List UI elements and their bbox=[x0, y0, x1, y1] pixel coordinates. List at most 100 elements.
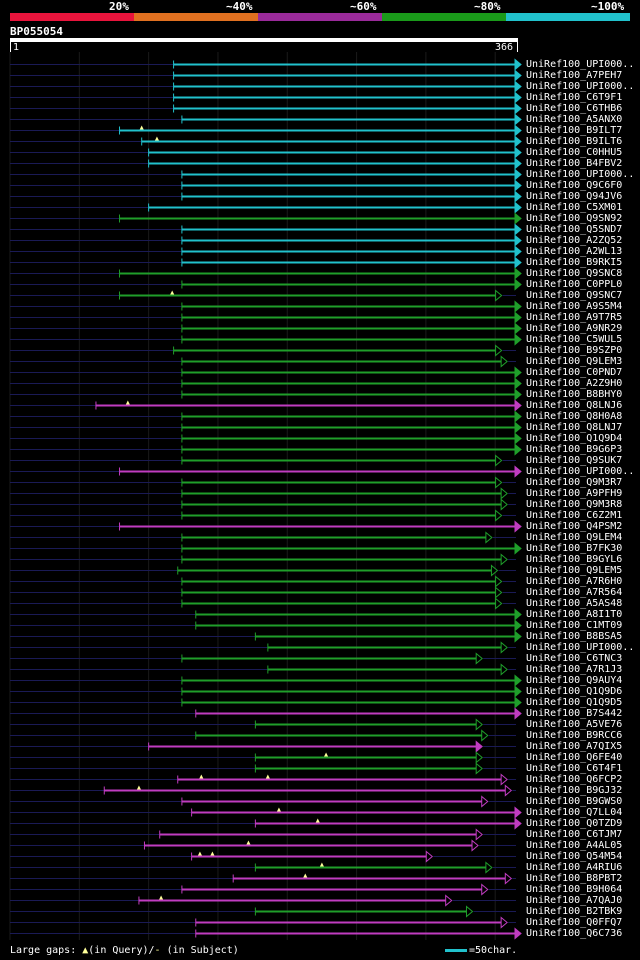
hit-label[interactable]: UniRef100_A2WL13 bbox=[526, 245, 623, 257]
hit-label[interactable]: UniRef100_B9G6P3 bbox=[526, 443, 623, 455]
hit-label[interactable]: UniRef100_A2ZQ52 bbox=[526, 234, 623, 246]
hit-label[interactable]: UniRef100_C5XM01 bbox=[526, 201, 623, 213]
hit-label[interactable]: UniRef100_UPI000.. bbox=[526, 58, 635, 70]
hit-label[interactable]: UniRef100_Q9M3R7 bbox=[526, 476, 623, 488]
hit-end-arrow bbox=[485, 861, 493, 874]
hit-label[interactable]: UniRef100_C0HHU5 bbox=[526, 146, 623, 158]
hit-label[interactable]: UniRef100_C6THB6 bbox=[526, 102, 623, 114]
gap-marker bbox=[276, 807, 281, 812]
hit-label[interactable]: UniRef100_UPI000.. bbox=[526, 465, 635, 477]
hit-label[interactable]: UniRef100_UPI000.. bbox=[526, 168, 635, 180]
hit-label[interactable]: UniRef100_B9SZP0 bbox=[526, 344, 623, 356]
hit-label[interactable]: UniRef100_Q9C6F0 bbox=[526, 179, 623, 191]
hit-label[interactable]: UniRef100_Q5SND7 bbox=[526, 223, 623, 235]
hit-label[interactable]: UniRef100_Q7LL04 bbox=[526, 806, 623, 818]
scale-segment bbox=[10, 13, 134, 21]
hit-label[interactable]: UniRef100_C5WUL5 bbox=[526, 333, 623, 345]
hit-end-arrow bbox=[514, 223, 522, 236]
hit-end-arrow bbox=[514, 685, 522, 698]
hit-end-arrow bbox=[475, 740, 483, 753]
hit-label[interactable]: UniRef100_B9ILT6 bbox=[526, 135, 623, 147]
hit-label[interactable]: UniRef100_B7FK30 bbox=[526, 542, 623, 554]
hit-label[interactable]: UniRef100_Q4PSM2 bbox=[526, 520, 623, 532]
hit-label[interactable]: UniRef100_C6Z2M1 bbox=[526, 509, 623, 521]
hit-label[interactable]: UniRef100_C0PPL0 bbox=[526, 278, 623, 290]
hit-label[interactable]: UniRef100_C6T9F1 bbox=[526, 91, 623, 103]
hit-label[interactable]: UniRef100_B9RKI5 bbox=[526, 256, 623, 268]
hit-label[interactable]: UniRef100_A7R6H0 bbox=[526, 575, 623, 587]
hit-label[interactable]: UniRef100_UPI000.. bbox=[526, 641, 635, 653]
hit-label[interactable]: UniRef100_B9ILT7 bbox=[526, 124, 623, 136]
hit-label[interactable]: UniRef100_Q0TZD9 bbox=[526, 817, 623, 829]
hit-end-arrow bbox=[495, 344, 503, 357]
hit-label[interactable]: UniRef100_B9GWS0 bbox=[526, 795, 623, 807]
hit-label[interactable]: UniRef100_Q0FFQ7 bbox=[526, 916, 623, 928]
hit-label[interactable]: UniRef100_Q6FE40 bbox=[526, 751, 623, 763]
hit-label[interactable]: UniRef100_C0PND7 bbox=[526, 366, 623, 378]
hit-label[interactable]: UniRef100_Q9SNC7 bbox=[526, 289, 623, 301]
hit-label[interactable]: UniRef100_Q6FCP2 bbox=[526, 773, 623, 785]
hit-label[interactable]: UniRef100_A9NR29 bbox=[526, 322, 623, 334]
hit-label[interactable]: UniRef100_A4RIU6 bbox=[526, 861, 623, 873]
hit-label[interactable]: UniRef100_Q1Q9D5 bbox=[526, 696, 623, 708]
hit-label[interactable]: UniRef100_A5VE76 bbox=[526, 718, 623, 730]
hit-label[interactable]: UniRef100_Q9LEM5 bbox=[526, 564, 623, 576]
hit-end-arrow bbox=[504, 872, 513, 885]
hit-label[interactable]: UniRef100_C6TJM7 bbox=[526, 828, 623, 840]
gap-marker bbox=[315, 818, 320, 823]
hit-label[interactable]: UniRef100_B8BHY0 bbox=[526, 388, 623, 400]
hit-label[interactable]: UniRef100_B8BSA5 bbox=[526, 630, 623, 642]
hit-label[interactable]: UniRef100_Q9AUY4 bbox=[526, 674, 623, 686]
hit-label[interactable]: UniRef100_C1MT09 bbox=[526, 619, 623, 631]
hit-label[interactable]: UniRef100_Q94JV6 bbox=[526, 190, 623, 202]
hit-label[interactable]: UniRef100_A2Z9H0 bbox=[526, 377, 623, 389]
hit-end-arrow bbox=[514, 212, 522, 225]
hit-end-arrow bbox=[514, 542, 522, 555]
hit-label[interactable]: UniRef100_B9GJ32 bbox=[526, 784, 623, 796]
hit-label[interactable]: UniRef100_B9RCC6 bbox=[526, 729, 623, 741]
scale-percent-label: ~100% bbox=[591, 0, 625, 13]
hit-label[interactable]: UniRef100_Q1Q9D4 bbox=[526, 432, 623, 444]
hit-label[interactable]: UniRef100_UPI000.. bbox=[526, 80, 635, 92]
hit-label[interactable]: UniRef100_B9H064 bbox=[526, 883, 623, 895]
gap-marker bbox=[210, 851, 215, 856]
hit-label[interactable]: UniRef100_A7R1J3 bbox=[526, 663, 623, 675]
hit-label[interactable]: UniRef100_A7QAJ0 bbox=[526, 894, 623, 906]
hit-label[interactable]: UniRef100_Q9SUK7 bbox=[526, 454, 623, 466]
hit-label[interactable]: UniRef100_C6TNC3 bbox=[526, 652, 623, 664]
hit-label[interactable]: UniRef100_Q8H0A8 bbox=[526, 410, 623, 422]
hit-label[interactable]: UniRef100_A7PEH7 bbox=[526, 69, 623, 81]
hit-label[interactable]: UniRef100_A4AL05 bbox=[526, 839, 623, 851]
hit-label[interactable]: UniRef100_B4FBV2 bbox=[526, 157, 623, 169]
hit-label[interactable]: UniRef100_B7S442 bbox=[526, 707, 623, 719]
hit-label[interactable]: UniRef100_Q9M3R8 bbox=[526, 498, 623, 510]
hit-label[interactable]: UniRef100_Q8LNJ7 bbox=[526, 421, 623, 433]
hit-label[interactable]: UniRef100_A5ANX0 bbox=[526, 113, 623, 125]
hit-label[interactable]: UniRef100_C6T4F1 bbox=[526, 762, 623, 774]
hit-label[interactable]: UniRef100_Q54M54 bbox=[526, 850, 623, 862]
hit-label[interactable]: UniRef100_A9S5M4 bbox=[526, 300, 623, 312]
hit-end-arrow bbox=[514, 190, 522, 203]
hit-label[interactable]: UniRef100_A5AS48 bbox=[526, 597, 623, 609]
hit-label[interactable]: UniRef100_B8PBT2 bbox=[526, 872, 623, 884]
hit-label[interactable]: UniRef100_Q9SN92 bbox=[526, 212, 623, 224]
hit-label[interactable]: UniRef100_Q9LEM4 bbox=[526, 531, 623, 543]
scale-percent-label: 20% bbox=[109, 0, 129, 13]
hit-label[interactable]: UniRef100_Q1Q9D6 bbox=[526, 685, 623, 697]
hit-label[interactable]: UniRef100_B9GYL6 bbox=[526, 553, 623, 565]
hit-label[interactable]: UniRef100_B2TBK9 bbox=[526, 905, 623, 917]
hit-label[interactable]: UniRef100_A9PFH9 bbox=[526, 487, 623, 499]
gap-marker bbox=[265, 774, 270, 779]
hit-label[interactable]: UniRef100_Q9LEM3 bbox=[526, 355, 623, 367]
hit-label[interactable]: UniRef100_A7QIX5 bbox=[526, 740, 623, 752]
hit-end-arrow bbox=[481, 795, 489, 808]
hit-label[interactable]: UniRef100_A9T7R5 bbox=[526, 311, 623, 323]
hit-label[interactable]: UniRef100_A8I1T0 bbox=[526, 608, 623, 620]
query-end-number: 366 bbox=[495, 42, 514, 53]
query-start-tick bbox=[10, 42, 11, 52]
hit-end-arrow bbox=[514, 399, 522, 412]
hit-label[interactable]: UniRef100_A7R564 bbox=[526, 586, 623, 598]
hit-label[interactable]: UniRef100_Q8LNJ6 bbox=[526, 399, 623, 411]
hit-label[interactable]: UniRef100_Q6C736 bbox=[526, 927, 623, 939]
hit-label[interactable]: UniRef100_Q9SNC8 bbox=[526, 267, 623, 279]
